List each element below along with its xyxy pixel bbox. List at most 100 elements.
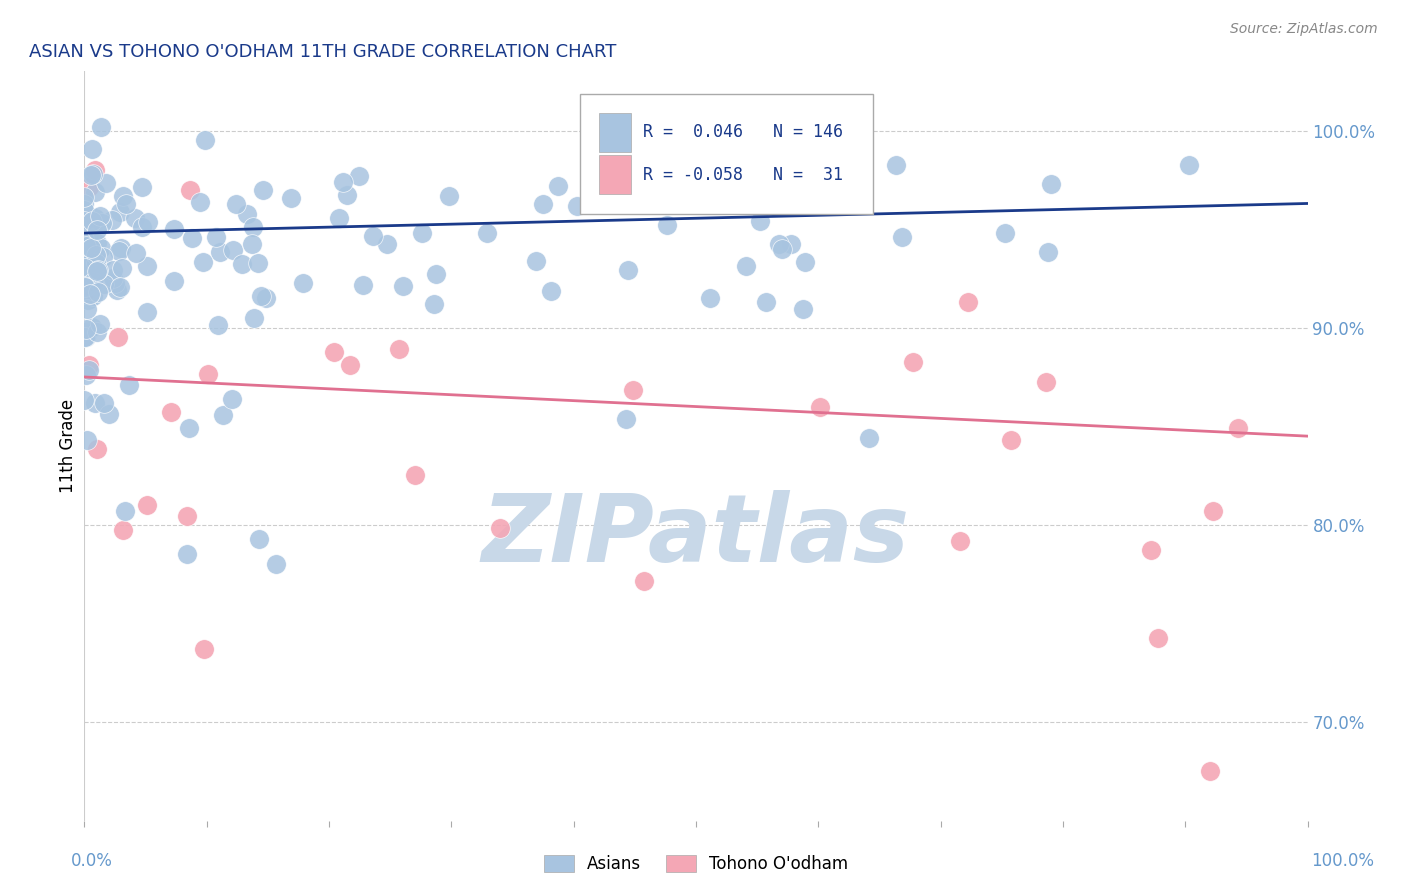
Point: [177, 421, 200, 435]
Point: [222, 244, 245, 258]
Point: [339, 358, 361, 372]
Point: [73, 197, 96, 211]
Point: [97, 407, 120, 421]
Point: [89, 317, 111, 331]
Point: [621, 383, 644, 397]
Point: [91, 250, 114, 264]
Point: [411, 226, 433, 240]
Point: [82, 214, 104, 228]
Point: [83, 163, 105, 178]
Point: [75, 329, 97, 343]
Point: [86, 268, 108, 282]
Text: R = -0.058   N =  31: R = -0.058 N = 31: [644, 166, 844, 184]
Point: [82, 289, 104, 303]
Point: [1226, 421, 1249, 435]
Point: [86, 285, 108, 299]
Point: [225, 197, 247, 211]
Point: [770, 242, 793, 256]
Text: ASIAN VS TOHONO O'ODHAM 11TH GRADE CORRELATION CHART: ASIAN VS TOHONO O'ODHAM 11TH GRADE CORRE…: [30, 44, 617, 62]
Point: [86, 223, 108, 237]
Point: [699, 291, 721, 305]
Point: [565, 199, 588, 213]
Point: [90, 241, 112, 255]
FancyBboxPatch shape: [599, 112, 631, 152]
Point: [108, 205, 131, 219]
Point: [181, 231, 204, 245]
Point: [82, 167, 104, 181]
Point: [79, 286, 101, 301]
Point: [347, 169, 370, 183]
Point: [80, 319, 103, 334]
Point: [361, 228, 384, 243]
Point: [1201, 504, 1223, 518]
Text: Source: ZipAtlas.com: Source: ZipAtlas.com: [1230, 22, 1378, 37]
Point: [131, 179, 153, 194]
Point: [87, 262, 110, 277]
Point: [136, 259, 159, 273]
Point: [73, 286, 96, 301]
Point: [193, 641, 215, 656]
Point: [77, 179, 100, 194]
Point: [633, 574, 655, 588]
Point: [749, 214, 772, 228]
Point: [163, 274, 186, 288]
Point: [73, 236, 96, 251]
Point: [197, 368, 219, 382]
Point: [79, 241, 101, 255]
Point: [90, 120, 112, 134]
Point: [84, 211, 107, 225]
Point: [1198, 764, 1220, 779]
Point: [531, 197, 554, 211]
Point: [191, 255, 214, 269]
Point: [1038, 244, 1060, 259]
Point: [793, 255, 815, 269]
Point: [247, 532, 270, 546]
Point: [73, 330, 96, 344]
Point: [135, 305, 157, 319]
Point: [254, 291, 277, 305]
Point: [332, 175, 354, 189]
Point: [1040, 178, 1063, 192]
Point: [437, 188, 460, 202]
Point: [886, 158, 908, 172]
Point: [77, 363, 100, 377]
Point: [280, 190, 302, 204]
Point: [93, 277, 115, 291]
Point: [957, 295, 980, 310]
Point: [89, 209, 111, 223]
Point: [82, 275, 104, 289]
Point: [1140, 542, 1163, 557]
Point: [73, 329, 96, 343]
Point: [73, 232, 96, 246]
Point: [101, 263, 124, 277]
Point: [76, 293, 98, 307]
Point: [242, 219, 264, 234]
Text: ZIPatlas: ZIPatlas: [482, 490, 910, 582]
Point: [111, 524, 134, 538]
Point: [77, 358, 100, 372]
Point: [221, 392, 243, 406]
Point: [136, 498, 159, 512]
Point: [110, 241, 132, 255]
Point: [118, 377, 141, 392]
Point: [124, 211, 146, 225]
Point: [86, 325, 108, 339]
Point: [86, 442, 108, 457]
Point: [84, 248, 107, 262]
Point: [188, 194, 211, 209]
Point: [655, 219, 678, 233]
Point: [768, 236, 790, 251]
Text: 0.0%: 0.0%: [70, 852, 112, 870]
Point: [1000, 433, 1022, 447]
Y-axis label: 11th Grade: 11th Grade: [59, 399, 77, 493]
Point: [179, 184, 201, 198]
Point: [475, 226, 498, 240]
Point: [75, 325, 97, 339]
Point: [489, 520, 512, 534]
Point: [423, 297, 446, 311]
Point: [547, 179, 569, 194]
Point: [194, 133, 217, 147]
Point: [246, 256, 269, 270]
Point: [75, 368, 97, 382]
Point: [86, 264, 108, 278]
